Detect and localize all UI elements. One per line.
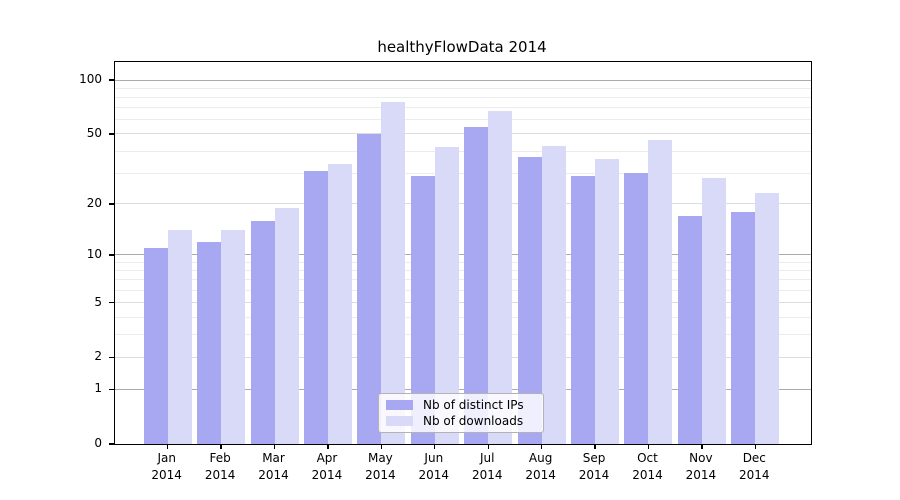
x-tick-mark-jul (487, 444, 489, 449)
gridline-minor (115, 316, 811, 318)
chart-title: healthyFlowData 2014 (377, 38, 547, 56)
legend-label-ips: Nb of distinct IPs (423, 398, 524, 412)
y-tick-mark-50 (108, 133, 114, 135)
bar-ips-jul-2014 (464, 126, 489, 444)
legend-item-downloads: Nb of downloads (379, 414, 543, 428)
x-tick-label-feb: Feb 2014 (204, 451, 236, 482)
x-tick-label-mar: Mar 2014 (258, 451, 289, 482)
x-tick-label-jan: Jan 2014 (151, 451, 182, 482)
legend-box: Nb of distinct IPs Nb of downloads (378, 393, 544, 433)
gridline (115, 356, 811, 358)
bar-downloads-may-2014 (381, 102, 406, 444)
gridline-minor (115, 87, 811, 89)
gridline-minor (115, 261, 811, 263)
gridline-minor (115, 172, 811, 174)
x-tick-mark-feb (220, 444, 222, 449)
x-tick-mark-apr (327, 444, 329, 449)
bar-ips-may-2014 (357, 133, 382, 444)
x-tick-label-aug: Aug 2014 (525, 451, 556, 482)
x-tick-mark-may (380, 444, 383, 449)
y-tick-mark-5 (108, 302, 114, 304)
x-tick-mark-oct (647, 444, 650, 449)
x-tick-mark-mar (273, 444, 276, 449)
bar-downloads-apr-2014 (327, 163, 352, 444)
y-tick-label-10: 10 (86, 246, 102, 261)
bar-downloads-jul-2014 (488, 111, 513, 444)
gridline-minor (115, 290, 811, 292)
x-tick-label-dec: Dec 2014 (739, 451, 770, 482)
legend-swatch-ips (386, 400, 413, 410)
x-tick-label-apr: Apr 2014 (311, 451, 343, 482)
y-tick-label-2: 2 (94, 349, 102, 364)
legend-item-ips: Nb of distinct IPs (379, 398, 543, 412)
x-tick-label-jun: Jun 2014 (418, 451, 450, 482)
gridline-minor (115, 334, 811, 336)
y-tick-label-100: 100 (79, 72, 102, 86)
gridline-minor (115, 270, 811, 272)
x-tick-mark-jan (167, 444, 169, 449)
bar-downloads-oct-2014 (648, 140, 673, 444)
bar-ips-dec-2014 (731, 211, 756, 444)
y-tick-label-20: 20 (86, 195, 102, 210)
bar-ips-sep-2014 (571, 175, 596, 444)
gridline-major (115, 388, 811, 390)
bar-ips-mar-2014 (250, 220, 275, 444)
x-tick-label-sep: Sep 2014 (578, 451, 610, 482)
y-tick-mark-10 (108, 254, 114, 256)
x-tick-mark-jun (434, 444, 436, 449)
bar-downloads-nov-2014 (701, 178, 726, 444)
gridline-minor (115, 279, 811, 281)
bar-downloads-feb-2014 (221, 230, 246, 444)
y-tick-mark-1 (108, 388, 114, 390)
bar-ips-oct-2014 (624, 173, 649, 444)
gridline (115, 203, 811, 205)
gridline-major (115, 79, 811, 81)
bar-downloads-jan-2014 (167, 230, 192, 444)
x-tick-label-jul: Jul 2014 (471, 451, 503, 482)
gridline-minor (115, 150, 811, 152)
y-tick-mark-100 (108, 79, 114, 81)
x-tick-mark-sep (594, 444, 596, 449)
gridline-major (115, 254, 811, 256)
y-tick-mark-2 (108, 356, 114, 358)
x-tick-mark-aug (540, 444, 543, 449)
gridline-minor (115, 119, 811, 121)
bar-downloads-dec-2014 (755, 193, 780, 444)
gridline (115, 133, 811, 135)
x-tick-mark-nov (701, 444, 703, 449)
bar-ips-nov-2014 (677, 216, 702, 444)
y-tick-mark-0 (108, 443, 114, 445)
bar-ips-apr-2014 (303, 170, 328, 444)
y-tick-label-0: 0 (94, 436, 102, 450)
plot-area (108, 61, 812, 449)
gridline-minor (115, 107, 811, 109)
gridline-minor (115, 96, 811, 98)
y-tick-label-50: 50 (86, 125, 102, 140)
legend-label-downloads: Nb of downloads (423, 414, 524, 428)
gridline (115, 302, 811, 304)
x-tick-label-may: May 2014 (365, 451, 396, 482)
x-tick-label-oct: Oct 2014 (632, 451, 663, 482)
x-tick-label-nov: Nov 2014 (685, 451, 717, 482)
bar-downloads-aug-2014 (541, 145, 566, 444)
bar-ips-jan-2014 (143, 248, 168, 444)
legend-swatch-downloads (386, 416, 413, 426)
x-tick-mark-dec (754, 444, 756, 449)
bar-downloads-sep-2014 (595, 159, 620, 444)
bar-downloads-mar-2014 (274, 207, 299, 444)
y-tick-label-1: 1 (94, 381, 102, 396)
y-tick-label-5: 5 (94, 294, 102, 309)
bar-ips-feb-2014 (197, 241, 222, 444)
y-tick-mark-20 (108, 203, 114, 205)
